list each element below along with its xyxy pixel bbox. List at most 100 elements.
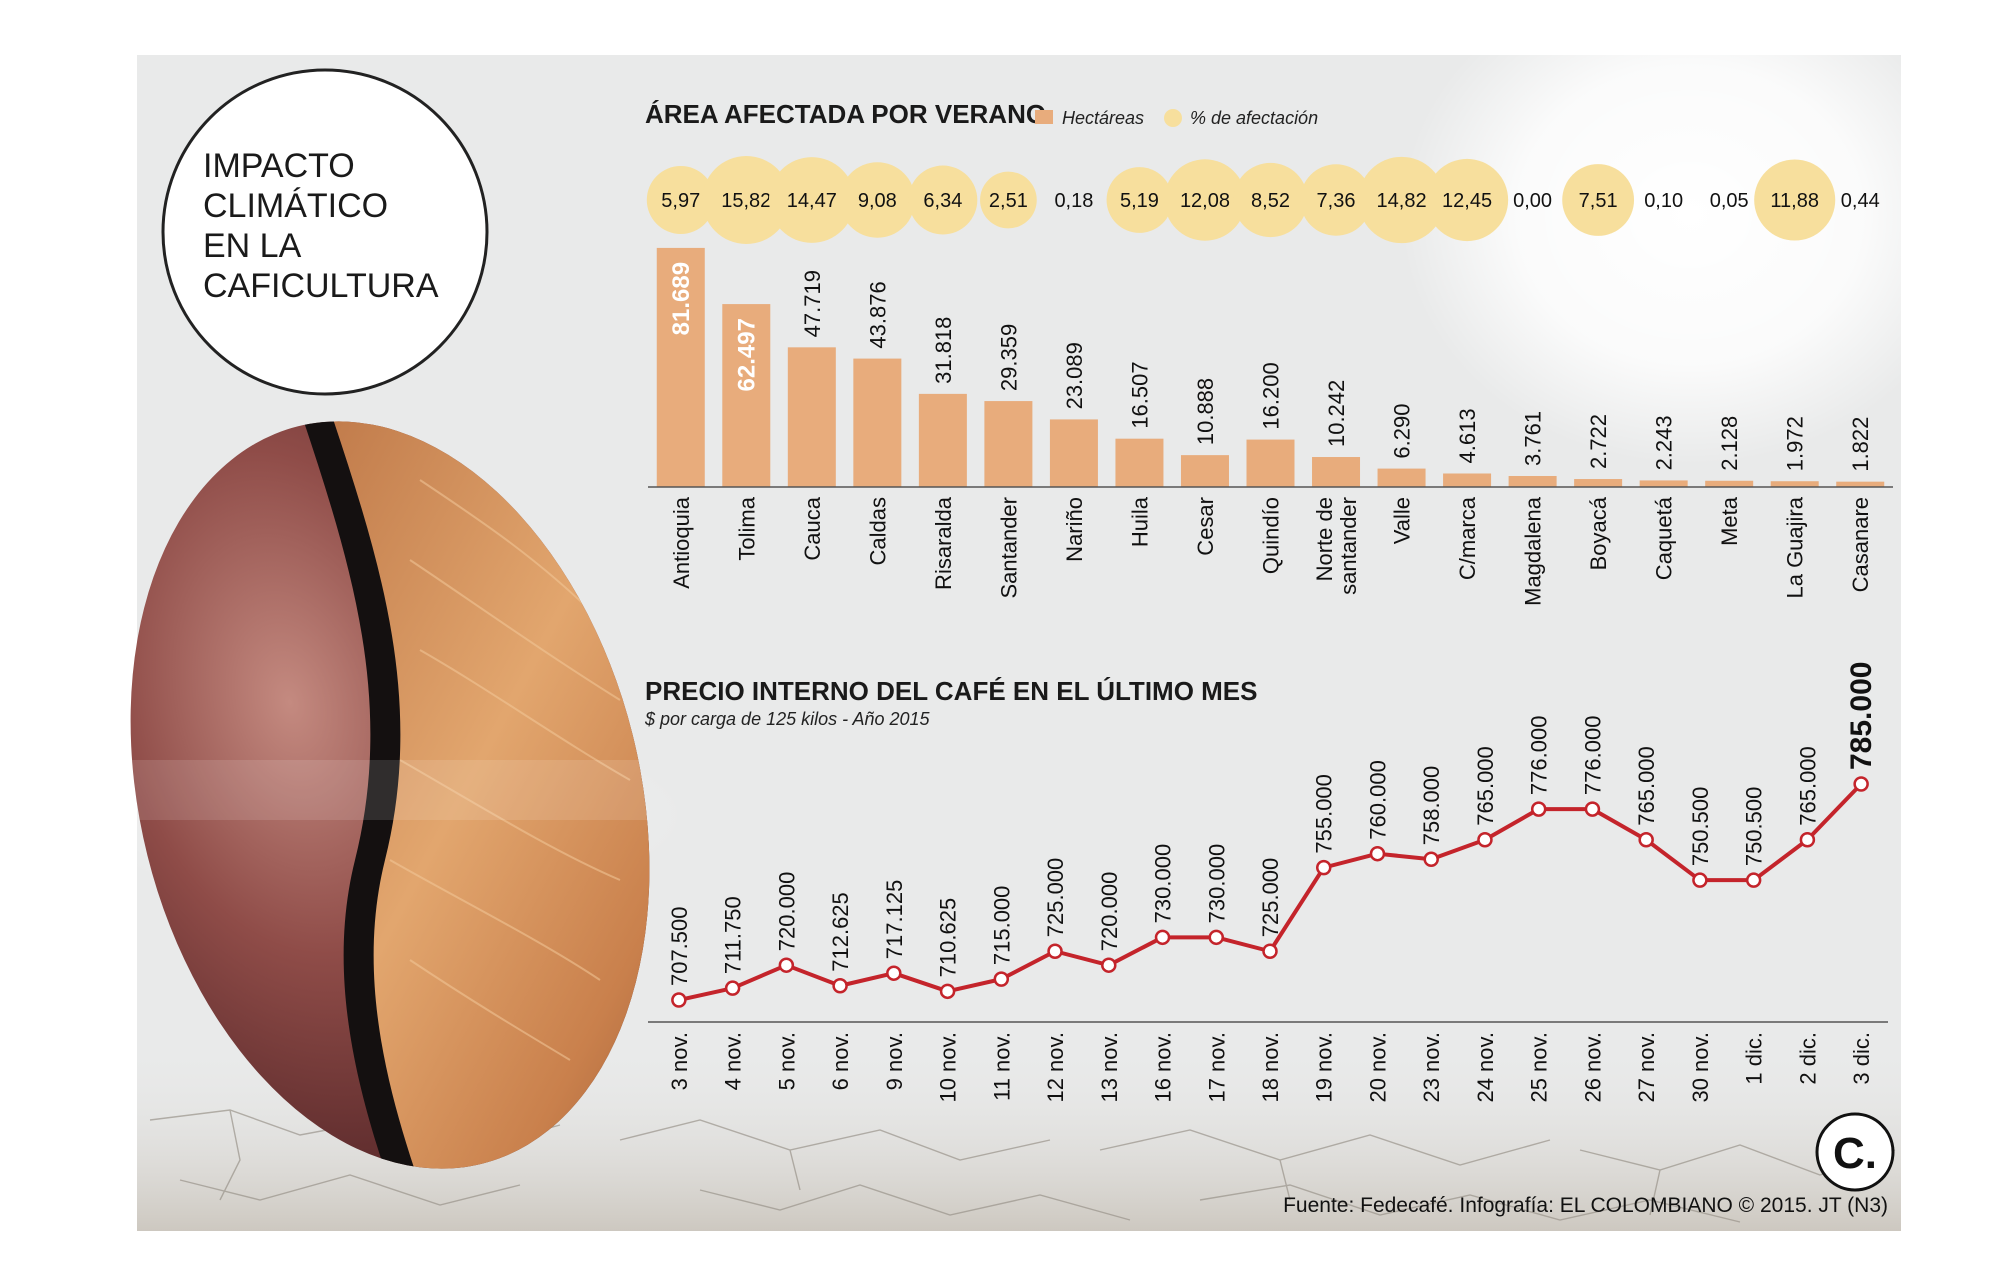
- price-point-6: [993, 971, 1010, 987]
- bar-value-label-10: 10.242: [1324, 380, 1349, 447]
- title-badge: IMPACTO CLIMÁTICO EN LA CAFICULTURA: [161, 68, 489, 396]
- bar-17: [1770, 481, 1819, 487]
- price-date-label-19: 30 nov.: [1688, 1032, 1713, 1103]
- bar-category-label-9: Quindío: [1259, 497, 1284, 574]
- bubble-label-16: 0,05: [1710, 190, 1749, 212]
- price-point-2: [778, 957, 795, 973]
- bar-value-label-15: 2.243: [1652, 415, 1677, 470]
- price-point-22: [1853, 776, 1869, 792]
- bar-category-label-2: Cauca: [800, 496, 825, 560]
- price-point-15: [1477, 832, 1493, 848]
- svg-text:C.: C.: [1833, 1129, 1877, 1178]
- price-value-label-21: 765.000: [1795, 746, 1820, 826]
- price-date-label-6: 11 nov.: [989, 1032, 1014, 1101]
- bubble-label-5: 2,51: [989, 190, 1028, 212]
- bar-6: [1049, 419, 1098, 487]
- price-point-11: [1262, 943, 1278, 959]
- bubble-label-8: 12,08: [1180, 190, 1230, 212]
- price-point-1: [724, 980, 741, 996]
- bubble-label-18: 0,44: [1841, 190, 1880, 212]
- legend-swatch-afectacion: [1164, 109, 1182, 127]
- price-value-label-22: 785.000: [1845, 662, 1878, 770]
- price-point-10: [1208, 929, 1225, 946]
- price-point-3: [832, 977, 848, 994]
- price-point-19: [1692, 872, 1708, 888]
- legend-swatch-hectareas: [1035, 110, 1053, 124]
- bubble-label-10: 7,36: [1317, 190, 1356, 212]
- price-value-label-13: 760.000: [1365, 760, 1390, 840]
- bar-category-label-3: Caldas: [865, 497, 890, 565]
- bubble-7: [1106, 167, 1173, 233]
- bar-category-label-15: Caquetá: [1652, 496, 1677, 580]
- bar-category-label-1: Tolima: [734, 496, 759, 560]
- price-value-label-0: 707.500: [667, 907, 692, 987]
- bar-16: [1705, 480, 1754, 487]
- bar-8: [1180, 455, 1229, 487]
- price-date-label-7: 12 nov.: [1043, 1032, 1068, 1103]
- bar-value-label-8: 10.888: [1193, 378, 1218, 445]
- bar-5: [984, 401, 1033, 487]
- bubble-5: [980, 171, 1037, 229]
- bar-11: [1377, 468, 1426, 487]
- price-value-label-1: 711.750: [721, 896, 746, 974]
- bubble-label-7: 5,19: [1120, 190, 1159, 212]
- bar-value-label-4: 31.818: [931, 317, 956, 384]
- bar-value-label-1: 62.497: [733, 318, 760, 391]
- price-point-20: [1745, 872, 1762, 888]
- bar-value-label-14: 2.722: [1586, 414, 1611, 469]
- bubble-label-13: 0,00: [1513, 190, 1552, 212]
- title-line-1: IMPACTO: [203, 147, 355, 185]
- bar-0: [656, 247, 705, 487]
- bar-category-label-12: C/marca: [1455, 496, 1480, 580]
- bubble-label-17: 11,88: [1770, 190, 1819, 212]
- price-point-17: [1584, 801, 1601, 817]
- bar-15: [1639, 480, 1688, 487]
- price-date-label-11: 18 nov.: [1258, 1032, 1283, 1103]
- title-line-4: CAFICULTURA: [203, 267, 439, 305]
- price-point-9: [1154, 929, 1171, 946]
- bubble-3: [839, 162, 916, 238]
- price-date-label-13: 20 nov.: [1365, 1032, 1390, 1103]
- price-date-label-0: 3 nov.: [667, 1032, 692, 1090]
- bubble-4: [908, 165, 978, 235]
- price-date-label-14: 23 nov.: [1419, 1032, 1444, 1103]
- price-date-label-4: 9 nov.: [882, 1032, 907, 1090]
- line-chart-subtitle: $ por carga de 125 kilos - Año 2015: [644, 709, 931, 729]
- bubble-label-9: 8,52: [1251, 190, 1290, 212]
- bubble-label-1: 15,82: [721, 190, 771, 212]
- bar-18: [1836, 481, 1885, 487]
- bar-2: [787, 347, 836, 487]
- line-chart-title: PRECIO INTERNO DEL CAFÉ EN EL ÚLTIMO MES: [645, 676, 1258, 706]
- price-date-label-10: 17 nov.: [1204, 1032, 1229, 1103]
- price-date-label-18: 27 nov.: [1634, 1032, 1659, 1103]
- bar-10: [1312, 457, 1361, 487]
- price-value-label-10: 730.000: [1204, 844, 1229, 924]
- bar-category-label-11: Valle: [1390, 497, 1415, 544]
- bar-category-label-8: Cesar: [1193, 497, 1218, 556]
- price-date-label-20: 1 dic.: [1742, 1032, 1767, 1085]
- price-value-label-7: 725.000: [1043, 858, 1068, 938]
- bar-9: [1246, 439, 1295, 487]
- price-date-label-9: 16 nov.: [1151, 1032, 1176, 1103]
- price-date-label-5: 10 nov.: [936, 1032, 961, 1103]
- price-point-18: [1638, 832, 1654, 848]
- bubble-10: [1300, 164, 1372, 236]
- bar-category-label-0: Antioquia: [669, 496, 694, 589]
- bubble-label-6: 0,18: [1054, 190, 1093, 212]
- price-point-5: [939, 983, 956, 1000]
- title-line-3: EN LA: [203, 227, 302, 265]
- bar-category-label-18: Casanare: [1848, 497, 1873, 592]
- bubble-label-14: 7,51: [1579, 190, 1618, 212]
- bubble-17: [1754, 159, 1836, 241]
- bar-12: [1443, 473, 1492, 487]
- price-value-label-4: 717.125: [882, 880, 907, 960]
- bar-category-label-4: Risaralda: [931, 496, 956, 590]
- bar-category-label-10: Norte desantander: [1312, 497, 1361, 595]
- price-point-8: [1101, 957, 1117, 973]
- source-credit: Fuente: Fedecafé. Infografía: EL COLOMBI…: [1283, 1194, 1888, 1217]
- bubble-11: [1358, 156, 1445, 244]
- bar-chart-title: ÁREA AFECTADA POR VERANO: [645, 99, 1046, 129]
- price-date-label-8: 13 nov.: [1097, 1032, 1122, 1103]
- price-value-label-19: 750.500: [1688, 787, 1713, 867]
